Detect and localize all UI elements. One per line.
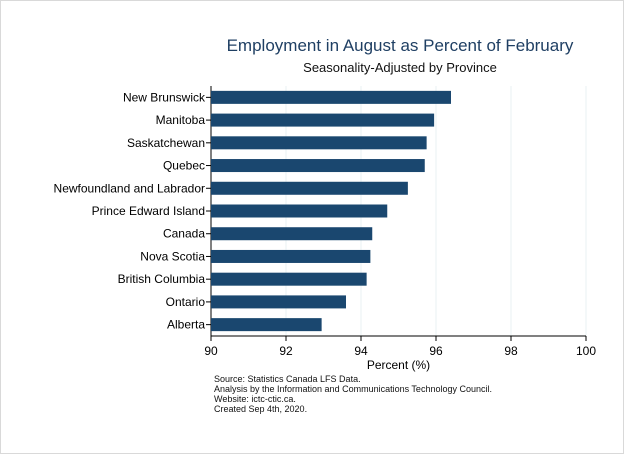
website-note: Website: ictc-ctic.ca. <box>214 394 296 404</box>
bar <box>211 295 346 309</box>
bar <box>211 272 367 286</box>
bar <box>211 227 373 241</box>
category-label: Saskatchewan <box>127 136 205 150</box>
bar <box>211 204 388 218</box>
bar <box>211 113 435 127</box>
bar <box>211 136 427 150</box>
category-label: Canada <box>163 227 205 241</box>
category-label: Quebec <box>163 159 205 173</box>
chart-title: Employment in August as Percent of Febru… <box>226 36 574 55</box>
x-tick-label: 92 <box>279 344 293 358</box>
source-note: Source: Statistics Canada LFS Data. <box>214 374 361 384</box>
bar <box>211 181 408 195</box>
analysis-note: Analysis by the Information and Communic… <box>214 384 492 394</box>
bar <box>211 159 425 173</box>
bar <box>211 249 371 263</box>
bar <box>211 318 322 332</box>
category-label: Ontario <box>166 295 206 309</box>
x-tick-label: 100 <box>576 344 596 358</box>
x-tick-label: 94 <box>354 344 368 358</box>
chart-subtitle: Seasonality-Adjusted by Province <box>303 60 497 75</box>
category-label: British Columbia <box>118 272 206 286</box>
source-notes: Source: Statistics Canada LFS Data. Anal… <box>214 374 492 414</box>
category-label: Manitoba <box>156 113 206 127</box>
category-label: New Brunswick <box>123 90 206 104</box>
x-tick-label: 90 <box>204 344 218 358</box>
x-tick-label: 96 <box>429 344 443 358</box>
category-label: Alberta <box>167 318 205 332</box>
x-tick-label: 98 <box>504 344 518 358</box>
category-label: Prince Edward Island <box>92 204 205 218</box>
category-label: Nova Scotia <box>140 249 205 263</box>
bar <box>211 90 451 104</box>
category-label: Newfoundland and Labrador <box>54 181 205 195</box>
created-note: Created Sep 4th, 2020. <box>214 404 308 414</box>
x-axis-title: Percent (%) <box>367 358 430 372</box>
